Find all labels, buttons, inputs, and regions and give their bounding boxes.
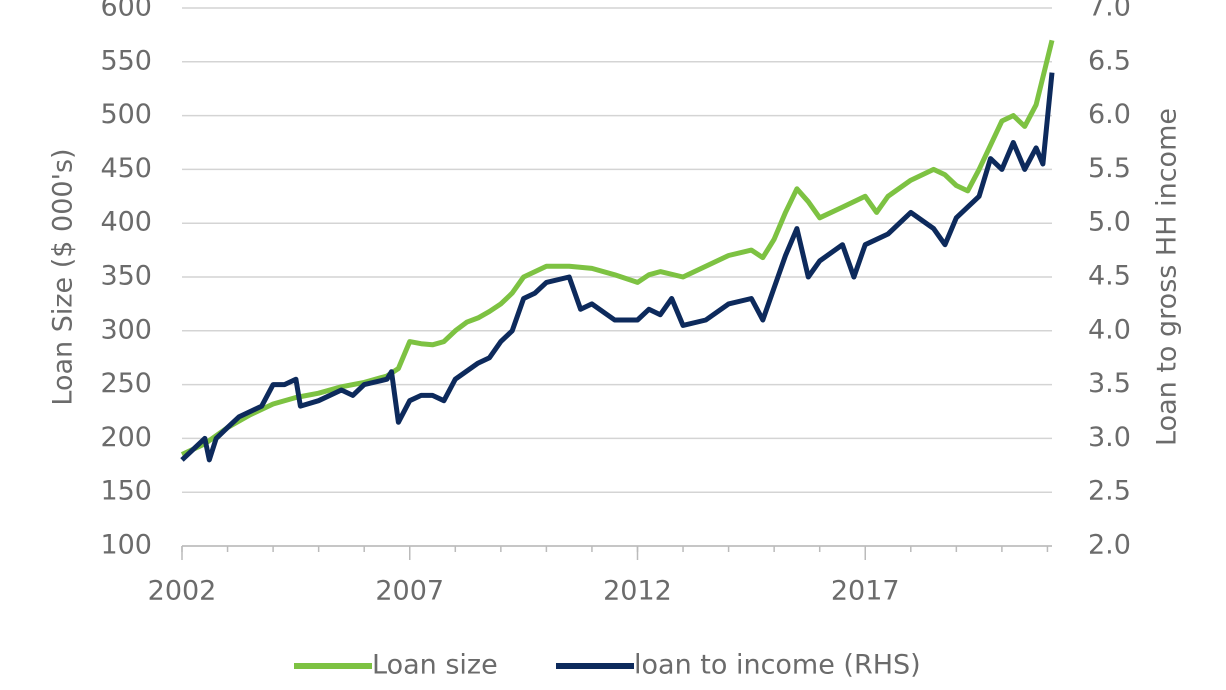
x-tick-label: 2002	[148, 576, 217, 607]
y2-axis-title: Loan to gross HH income	[1152, 108, 1183, 446]
y2-tick-label: 7.0	[1088, 0, 1131, 23]
y2-tick-label: 5.5	[1088, 153, 1131, 184]
y2-tick-label: 6.5	[1088, 45, 1131, 76]
y-tick-label: 400	[100, 207, 152, 238]
y2-tick-label: 6.0	[1088, 99, 1131, 130]
y-tick-label: 600	[100, 0, 152, 23]
y2-tick-label: 4.0	[1088, 314, 1131, 345]
y-tick-label: 350	[100, 261, 152, 292]
y2-tick-label: 3.5	[1088, 368, 1131, 399]
series-line	[180, 39, 1055, 457]
y2-tick-label: 4.5	[1088, 261, 1131, 292]
y2-tick-label: 5.0	[1088, 207, 1131, 238]
y-tick-label: 300	[100, 314, 152, 345]
y2-tick-label: 2.0	[1088, 530, 1131, 561]
y-axis-title: Loan Size ($ 000's)	[48, 148, 79, 405]
series-line	[180, 72, 1055, 463]
y-tick-label: 150	[100, 476, 152, 507]
x-tick-label: 2007	[375, 576, 444, 607]
legend-label: loan to income (RHS)	[634, 650, 921, 681]
y-tick-label: 450	[100, 153, 152, 184]
y-tick-label: 550	[100, 45, 152, 76]
x-tick-label: 2012	[603, 576, 672, 607]
y-tick-label: 500	[100, 99, 152, 130]
legend-label: Loan size	[372, 650, 498, 681]
x-tick-label: 2017	[831, 576, 900, 607]
y-tick-label: 250	[100, 368, 152, 399]
y-tick-label: 200	[100, 422, 152, 453]
y-tick-label: 100	[100, 530, 152, 561]
y2-tick-label: 2.5	[1088, 476, 1131, 507]
y2-tick-label: 3.0	[1088, 422, 1131, 453]
